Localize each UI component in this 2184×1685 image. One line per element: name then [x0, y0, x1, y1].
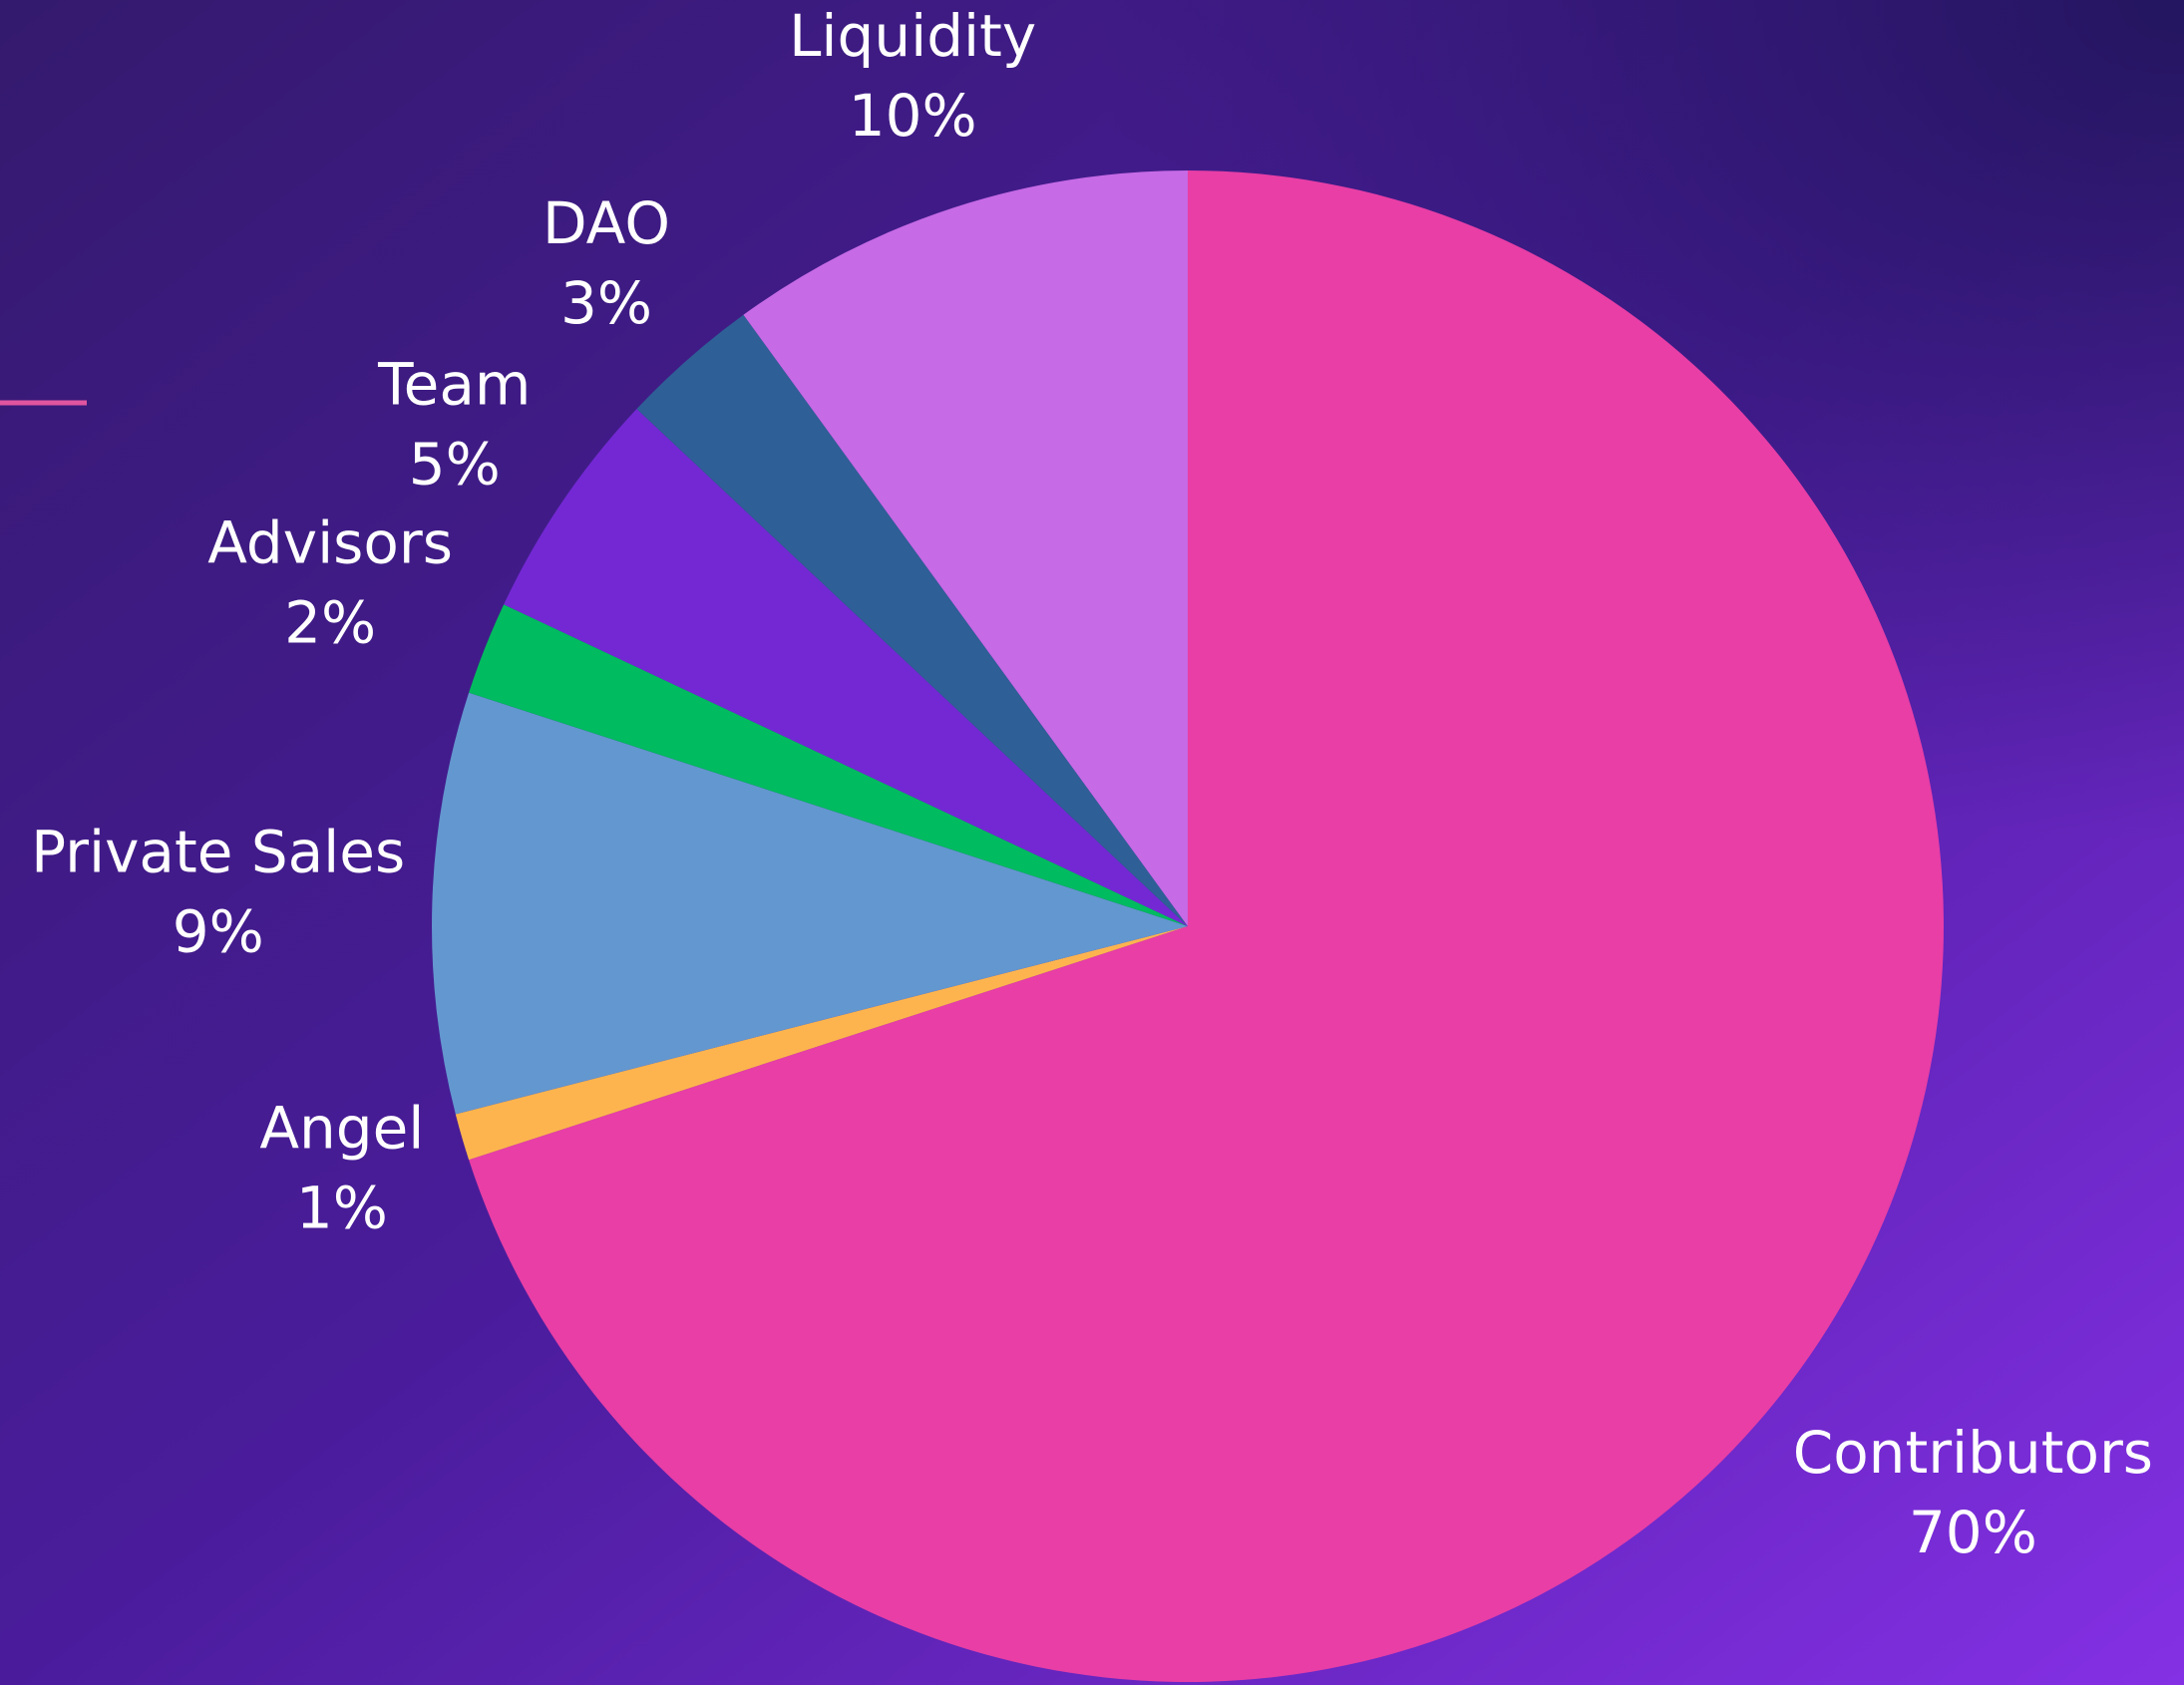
slice-value-label: 70% — [1909, 1499, 2037, 1566]
slice-value-label: 3% — [560, 269, 652, 337]
pie-slice — [743, 170, 1188, 926]
slice-label: Liquidity — [789, 2, 1036, 70]
slice-value-label: 10% — [849, 82, 977, 150]
pie-slice — [432, 692, 1189, 1115]
slice-value-label: 9% — [173, 898, 264, 966]
pie-slice — [469, 170, 1945, 1683]
slice-label: Angel — [259, 1095, 424, 1163]
pie-slice — [455, 926, 1188, 1161]
slice-value-label: 1% — [296, 1175, 388, 1242]
slice-label: Contributors — [1793, 1419, 2153, 1487]
slice-value-label: 2% — [284, 589, 376, 657]
pie-slice — [504, 409, 1188, 926]
slice-label: DAO — [543, 189, 670, 257]
pie-slice — [636, 314, 1188, 926]
labels: Contributors 70% Angel 1% Private Sales 9% Adv… — [31, 2, 2153, 1566]
slice-value-label: 5% — [409, 430, 501, 498]
slice-label: Team — [377, 350, 531, 418]
pie-slice — [469, 604, 1189, 926]
slice-label: Private Sales — [31, 819, 405, 886]
slices — [432, 170, 1945, 1683]
slice-label: Advisors — [207, 509, 453, 577]
